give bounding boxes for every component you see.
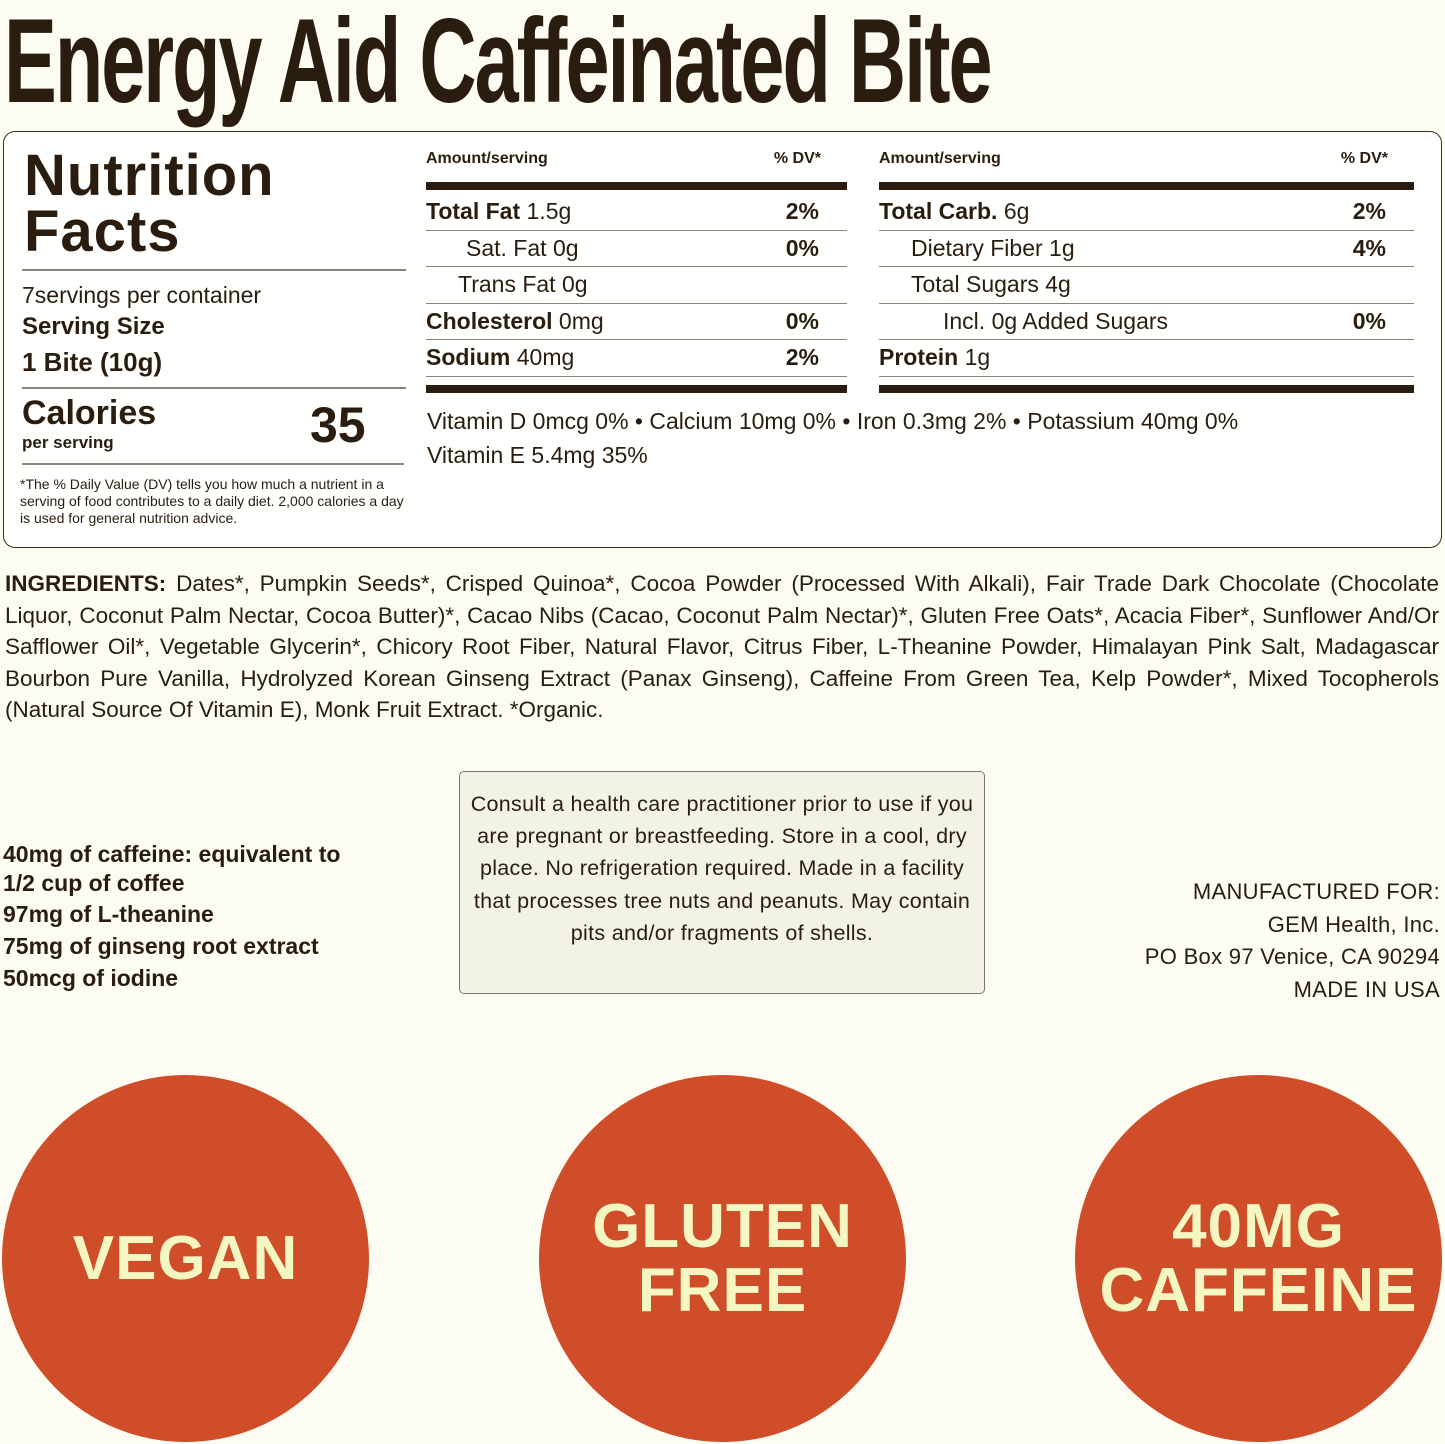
nutrient-name: Total Fat 1.5g [426,198,571,225]
dv-header: % DV* [773,150,821,167]
nutrient-label: Total Fat [426,198,521,225]
nutrition-facts-heading: Nutrition Facts [24,143,275,264]
nutrient-amount: 0mg [558,307,604,334]
nutrient-row: Incl. 0g Added Sugars 0% [879,304,1414,340]
fact-item: 50mcg of iodine [3,965,179,991]
table-header: Amount/serving % DV* [879,150,1414,174]
nutrient-amount: 1g [1049,234,1075,261]
amount-header: Amount/serving [879,150,1001,167]
nutrient-dv: 2% [785,344,819,371]
nutrient-dv: 0% [785,234,819,261]
nutrient-dv: 0% [785,307,819,334]
serving-size-label: Serving Size [22,313,165,340]
table-header: Amount/serving % DV* [426,150,847,174]
nutrient-table-right: Amount/serving % DV* Total Carb. 6g 2% Diet… [879,150,1414,393]
nutrient-label: Trans Fat [458,271,556,298]
badge-vegan: VEGAN [2,1075,369,1442]
key-facts: 40mg of caffeine: equivalent to 1/2 cup … [3,840,373,994]
nutrient-dv: 2% [1352,198,1386,225]
nutrient-label: Total Sugars [911,271,1039,298]
manufacturer-line: GEM Health, Inc. [1267,911,1440,937]
badge-text: 40MG [1172,1191,1345,1261]
nutrient-dv: 0% [1352,307,1386,334]
nutrient-name: Total Carb. 6g [879,198,1029,225]
nutrient-row: Total Fat 1.5g 2% [426,194,847,231]
nutrient-label: Sat. Fat [466,234,547,261]
vitamins-line: Vitamin E 5.4mg 35% [427,442,648,468]
divider [22,387,406,389]
vitamins-line: Vitamin D 0mcg 0% • Calcium 10mg 0% • Ir… [427,408,1239,434]
nutrient-label: Total Carb. [879,198,998,225]
nutrient-row: Total Sugars 4g [879,267,1414,304]
nutrient-amount: 6g [1003,198,1030,225]
servings-per-container: 7servings per container [22,282,262,308]
nutrient-label: Cholesterol [426,307,553,334]
dv-header: % DV* [1340,150,1388,167]
manufacturer-line: MADE IN USA [1293,976,1440,1002]
nutrient-dv: 4% [1352,234,1386,261]
serving-size-value: 1 Bite (10g) [22,347,163,377]
nutrient-name: Sodium 40mg [426,344,574,371]
nutrient-name: Total Sugars 4g [879,271,1071,298]
warning-box: Consult a health care practitioner prior… [459,771,985,994]
nutrient-amount: 40mg [516,344,575,371]
nutrient-row: Total Carb. 6g 2% [879,194,1414,231]
thick-bar [426,384,847,393]
badge-text: CAFFEINE [1099,1255,1418,1325]
nutrient-amount: 1.5g [526,198,572,225]
per-serving-label: per serving [22,433,114,452]
ingredients-text: Dates*, Pumpkin Seeds*, Crisped Quinoa*,… [5,571,1439,723]
fact-item: 40mg of caffeine: equivalent to 1/2 cup … [3,841,341,896]
nutrient-name: Incl. 0g Added Sugars [879,308,1168,335]
nutrient-row: Protein 1g [879,340,1414,377]
nutrient-row: Trans Fat 0g [426,267,847,304]
nutrient-amount: 4g [1045,271,1071,298]
dv-footnote: *The % Daily Value (DV) tells you how mu… [20,476,404,526]
nutrient-name: Dietary Fiber 1g [879,235,1075,262]
fact-item: 97mg of L-theanine [3,901,214,927]
ingredients-label: INGREDIENTS: [5,571,167,596]
nutrient-table-left: Amount/serving % DV* Total Fat 1.5g 2% Sat.… [426,150,847,393]
badge-text: FREE [637,1255,808,1325]
nutrient-label: Protein [879,344,959,371]
nutrient-amount: 1g [964,344,991,371]
nutrient-name: Sat. Fat 0g [426,235,579,262]
badge-text: GLUTEN [592,1191,853,1261]
nutrient-name: Protein 1g [879,344,990,371]
nutrient-name: Trans Fat 0g [426,271,588,298]
heading-line: Facts [24,199,181,264]
nutrient-label: Dietary Fiber [911,234,1043,261]
nutrient-row: Cholesterol 0mg 0% [426,304,847,340]
nutrient-amount: 0g [552,234,579,261]
thick-bar [426,182,847,190]
vitamins-minerals: Vitamin D 0mcg 0% • Calcium 10mg 0% • Ir… [427,404,1238,472]
calories-label: Calories [22,394,157,432]
thick-bar [879,182,1414,190]
nutrient-row: Sat. Fat 0g 0% [426,231,847,267]
manufacturer-line: MANUFACTURED FOR: [1192,879,1440,904]
nutrient-row: Dietary Fiber 1g 4% [879,231,1414,267]
badge-caffeine: 40MG CAFFEINE [1075,1075,1442,1442]
nutrient-row: Sodium 40mg 2% [426,340,847,377]
nutrient-name: Cholesterol 0mg [426,308,604,335]
manufacturer-line: PO Box 97 Venice, CA 90294 [1144,944,1440,969]
amount-header: Amount/serving [426,150,548,167]
heading-line: Nutrition [24,143,275,208]
badge-text: VEGAN [72,1223,299,1293]
nutrient-dv: 2% [785,198,819,225]
divider [22,463,404,465]
nutrient-amount: 0g [561,271,588,298]
fact-item: 75mg of ginseng root extract [3,933,319,959]
divider [22,269,406,271]
nutrient-label: Sodium [426,344,511,371]
product-title: Energy Aid Caffeinated Bite [4,0,993,128]
thick-bar [879,384,1414,393]
nutrient-label: Incl. 0g Added Sugars [943,307,1169,334]
calories-value: 35 [310,397,366,453]
manufacturer-info: MANUFACTURED FOR: GEM Health, Inc. PO Bo… [1145,876,1440,1006]
nutrition-facts-panel: Nutrition Facts 7servings per container … [3,131,1442,548]
ingredients: INGREDIENTS: Dates*, Pumpkin Seeds*, Cri… [5,568,1439,726]
badge-gluten-free: GLUTEN FREE [539,1075,906,1442]
